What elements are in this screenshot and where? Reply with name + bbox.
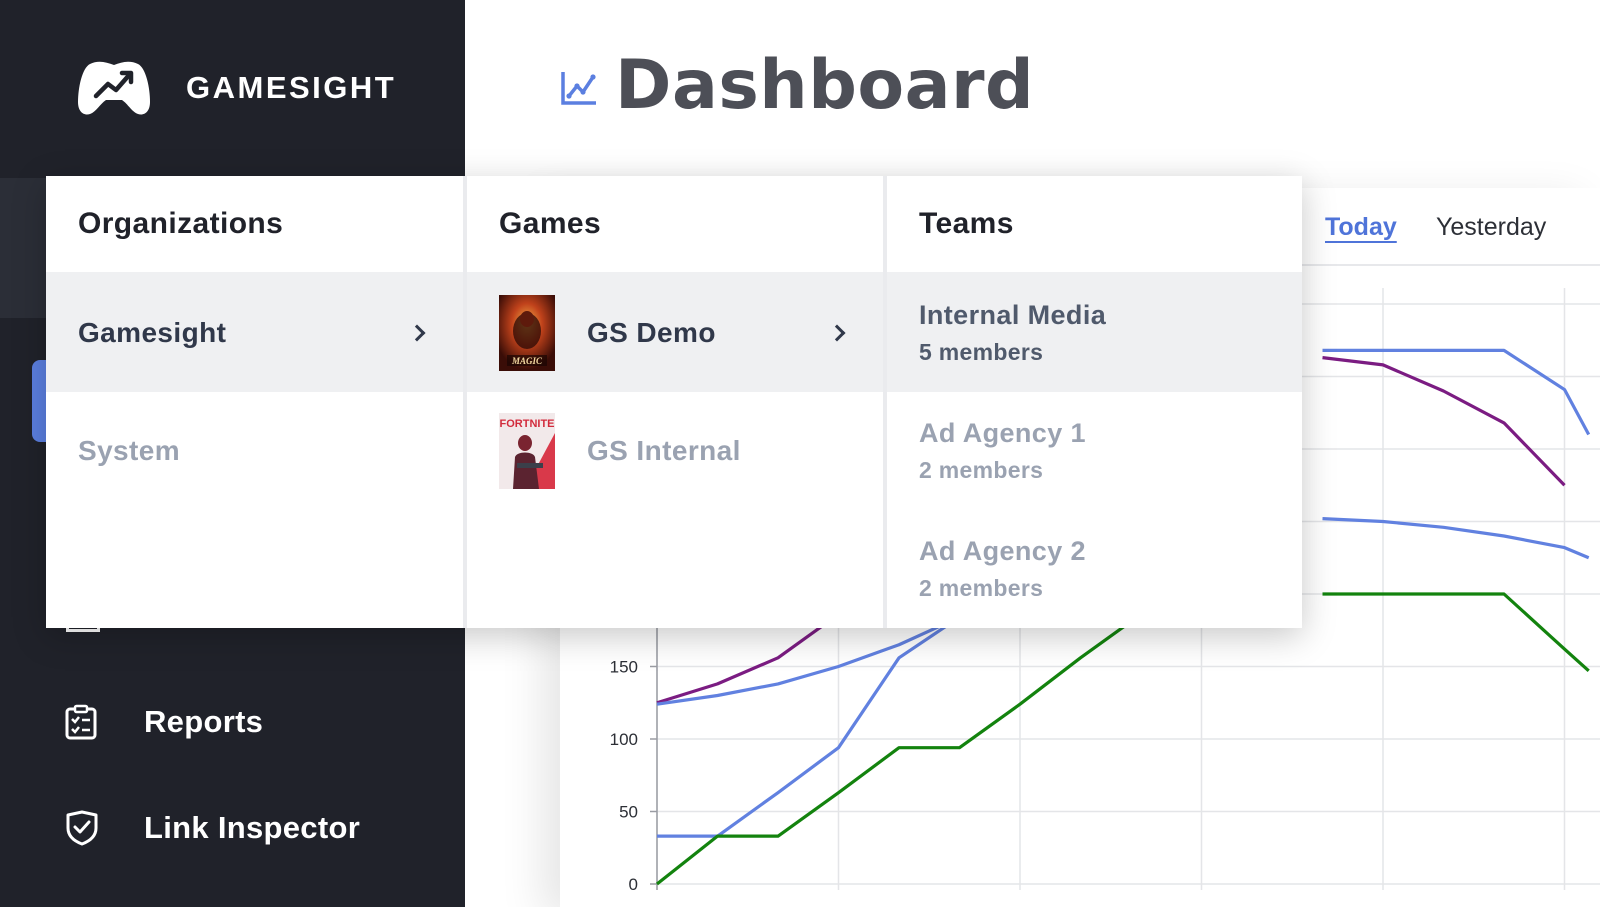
line-chart-icon bbox=[561, 72, 596, 105]
team-item-ad-agency-2[interactable]: Ad Agency 2 2 members bbox=[887, 510, 1302, 628]
sidebar-item-link-inspector[interactable]: Link Inspector bbox=[64, 810, 360, 846]
svg-text:MAGIC: MAGIC bbox=[511, 356, 543, 366]
games-column: Games MAGIC GS Demo bbox=[463, 176, 883, 628]
team-name: Internal Media bbox=[919, 300, 1107, 330]
sidebar-item-label: Reports bbox=[144, 704, 264, 739]
shield-check-icon bbox=[66, 810, 98, 846]
series-line-5 bbox=[1322, 348, 1591, 436]
page-header: Dashboard bbox=[465, 0, 1600, 178]
page-title: Dashboard bbox=[615, 46, 1035, 125]
teams-header: Teams bbox=[887, 176, 1302, 274]
svg-text:FORTNITE: FORTNITE bbox=[500, 418, 555, 430]
magic-cover-thumbnail: MAGIC bbox=[499, 295, 555, 371]
organization-label: Gamesight bbox=[78, 317, 227, 348]
y-tick-label: 150 bbox=[610, 658, 638, 677]
game-item-gs-demo[interactable]: MAGIC GS Demo bbox=[467, 274, 883, 392]
game-label: GS Demo bbox=[587, 317, 716, 348]
team-member-count: 2 members bbox=[919, 575, 1044, 601]
organizations-column: Organizations Gamesight System bbox=[46, 176, 463, 628]
series-line-0 bbox=[656, 613, 840, 705]
team-member-count: 2 members bbox=[919, 457, 1044, 483]
team-item-internal-media[interactable]: Internal Media 5 members bbox=[887, 274, 1302, 392]
sidebar-item-label: Link Inspector bbox=[144, 810, 361, 845]
organization-item-gamesight[interactable]: Gamesight bbox=[46, 274, 463, 392]
organizations-header: Organizations bbox=[46, 176, 463, 274]
series-line-3 bbox=[656, 613, 1142, 886]
team-name: Ad Agency 1 bbox=[919, 418, 1086, 448]
game-item-gs-internal[interactable]: FORTNITE GS Internal bbox=[467, 392, 883, 510]
checklist-icon bbox=[65, 704, 97, 740]
game-label: GS Internal bbox=[587, 435, 741, 466]
y-tick-label: 50 bbox=[619, 803, 638, 822]
y-tick-label: 100 bbox=[610, 730, 638, 749]
team-item-ad-agency-1[interactable]: Ad Agency 1 2 members bbox=[887, 392, 1302, 510]
series-line-6 bbox=[1322, 517, 1590, 560]
organization-item-system[interactable]: System bbox=[46, 392, 463, 510]
series-line-7 bbox=[1322, 592, 1590, 673]
sidebar-item-reports[interactable]: Reports bbox=[64, 704, 263, 740]
series-line-4 bbox=[1322, 356, 1566, 487]
tab-today[interactable]: Today bbox=[1325, 213, 1397, 241]
gamepad-chart-icon bbox=[78, 61, 150, 115]
brand[interactable]: GAMESIGHT bbox=[76, 58, 396, 118]
chevron-right-icon bbox=[408, 324, 426, 342]
series-line-2 bbox=[657, 615, 961, 838]
context-selector-dropdown: Organizations Gamesight System Games bbox=[46, 176, 1302, 628]
teams-column: Teams Internal Media 5 members Ad Agency… bbox=[883, 176, 1302, 628]
y-tick-label: 0 bbox=[629, 875, 638, 894]
tab-yesterday[interactable]: Yesterday bbox=[1436, 213, 1547, 241]
brand-name: GAMESIGHT bbox=[186, 70, 397, 105]
fortnite-cover-thumbnail: FORTNITE bbox=[499, 413, 555, 489]
organization-label: System bbox=[78, 435, 181, 466]
active-nav-indicator bbox=[32, 360, 48, 442]
series-line-1 bbox=[656, 615, 961, 706]
team-member-count: 5 members bbox=[919, 339, 1044, 365]
chevron-right-icon bbox=[828, 324, 846, 342]
games-header: Games bbox=[467, 176, 883, 274]
team-name: Ad Agency 2 bbox=[919, 536, 1086, 566]
